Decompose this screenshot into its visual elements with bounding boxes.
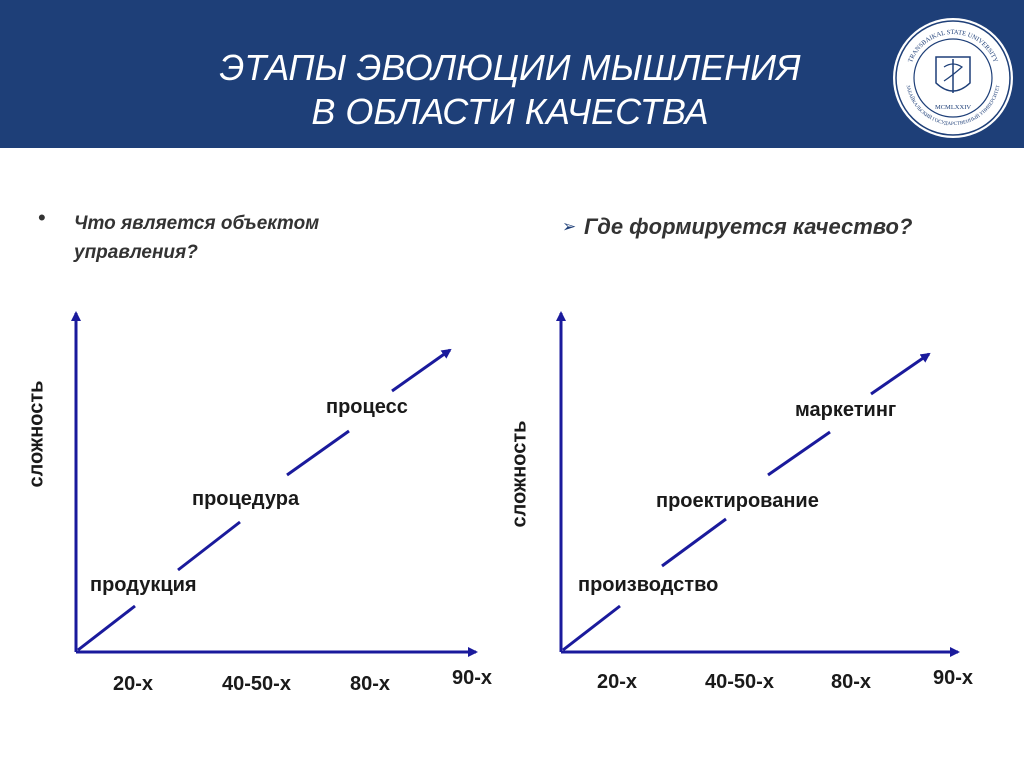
right-x-tick-4: 90-х [933, 667, 974, 689]
left-stage-2: процедура [192, 488, 300, 510]
left-x-tick-3: 80-х [350, 673, 391, 695]
right-stage-3: маркетинг [795, 399, 897, 421]
right-question: Где формируется качество? [584, 214, 913, 239]
arrow-bullet-icon: ➢ [562, 217, 577, 236]
left-y-axis-label: сложность [25, 380, 48, 488]
title-line-1: ЭТАПЫ ЭВОЛЮЦИИ МЫШЛЕНИЯ [219, 47, 801, 88]
svg-text:MCMLXXIV: MCMLXXIV [935, 104, 971, 111]
right-x-tick-3: 80-х [831, 671, 872, 693]
right-trend-segment-2 [661, 517, 727, 568]
title-line-2: В ОБЛАСТИ КАЧЕСТВА [311, 91, 709, 132]
bullet-dot-icon: • [38, 205, 46, 230]
left-question-line-1: Что является объектом [74, 213, 320, 234]
left-x-tick-2: 40-50-х [222, 673, 291, 695]
left-x-tick-1: 20-х [113, 673, 154, 695]
header-banner: ЭТАПЫ ЭВОЛЮЦИИ МЫШЛЕНИЯ В ОБЛАСТИ КАЧЕСТ… [0, 0, 1024, 148]
right-trend-segment-4 [870, 352, 931, 396]
left-trend-segment-4 [391, 348, 452, 393]
left-trend-segment-1 [77, 604, 136, 652]
right-stage-2: проектирование [656, 490, 819, 512]
left-question: Что является объектом управления? [74, 209, 394, 267]
right-stage-1: производство [578, 574, 719, 596]
right-x-tick-1: 20-х [597, 671, 638, 693]
left-trend-segment-3 [286, 429, 350, 477]
left-stage-1: продукция [90, 574, 197, 596]
left-x-tick-4: 90-х [452, 667, 493, 689]
right-trend-segment-1 [562, 604, 621, 652]
right-y-axis-label: сложность [508, 420, 531, 528]
university-seal-logo: TRANSBAIKAL STATE UNIVERSITY ЗАБАЙКАЛЬСК… [893, 18, 1013, 138]
left-stage-3: процесс [326, 396, 408, 418]
page-title: ЭТАПЫ ЭВОЛЮЦИИ МЫШЛЕНИЯ В ОБЛАСТИ КАЧЕСТ… [120, 46, 900, 134]
right-trend-segment-3 [767, 430, 831, 477]
right-x-tick-2: 40-50-х [705, 671, 774, 693]
left-trend-segment-2 [177, 520, 241, 572]
left-question-line-2: управления? [74, 242, 198, 263]
